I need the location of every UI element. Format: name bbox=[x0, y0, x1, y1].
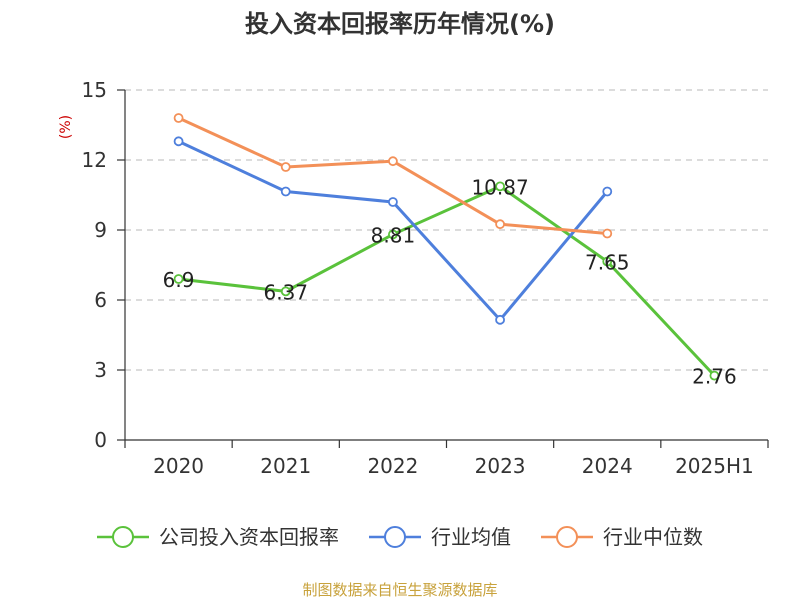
gridlines bbox=[125, 89, 768, 371]
y-tick-label-0: 0 bbox=[94, 428, 107, 452]
point-1-2022 bbox=[388, 197, 398, 207]
data-label-2022: 8.81 bbox=[371, 223, 416, 247]
point-2-2024 bbox=[602, 228, 613, 239]
point-0-2023 bbox=[495, 181, 505, 192]
point-0-2022 bbox=[388, 229, 398, 240]
data-label-2021: 6.37 bbox=[263, 280, 308, 304]
y-tick-label-3: 3 bbox=[94, 358, 107, 382]
y-tick-label-15: 15 bbox=[82, 78, 107, 102]
legend-marker-1 bbox=[384, 526, 406, 548]
x-tick-label-2021: 2021 bbox=[260, 454, 311, 478]
legend-marker-2 bbox=[556, 526, 578, 548]
data-label-2024: 7.65 bbox=[585, 251, 630, 275]
point-0-2024 bbox=[602, 256, 613, 267]
series-lines bbox=[173, 113, 720, 381]
point-0-2020 bbox=[173, 274, 184, 284]
x-tick-label-2020: 2020 bbox=[153, 454, 204, 478]
point-2-2020 bbox=[173, 113, 184, 123]
legend-label-1: 行业均值 bbox=[431, 525, 511, 549]
legend: 公司投入资本回报率 行业均值 行业中位数 bbox=[97, 525, 703, 549]
y-tick-label-12: 12 bbox=[82, 148, 107, 172]
legend-label-2: 行业中位数 bbox=[603, 525, 703, 549]
point-0-2021 bbox=[280, 286, 291, 297]
point-2-2022 bbox=[388, 156, 398, 167]
x-tick-label-2024: 2024 bbox=[582, 454, 633, 478]
y-axis-label: (%) bbox=[58, 115, 74, 139]
y-tick-label-9: 9 bbox=[94, 218, 107, 242]
source-note: 制图数据来自恒生聚源数据库 bbox=[302, 581, 497, 599]
point-1-2020 bbox=[173, 136, 184, 147]
point-1-2024 bbox=[602, 186, 613, 197]
data-labels: 6.9 6.37 8.81 10.87 7.65 2.76 bbox=[163, 175, 737, 388]
series-line-0 bbox=[178, 184, 716, 377]
point-2-2023 bbox=[495, 219, 505, 230]
point-2-2021 bbox=[280, 162, 291, 172]
data-label-2025H1: 2.76 bbox=[692, 365, 737, 389]
x-tick-label-2022: 2022 bbox=[367, 454, 418, 478]
point-1-2021 bbox=[280, 186, 291, 197]
axes: 0 3 6 9 12 15 2020 2021 2022 2023 2024 2025H1 bbox=[82, 78, 769, 478]
x-tick-label-2025H1: 2025H1 bbox=[675, 454, 754, 478]
y-tick-label-6: 6 bbox=[94, 288, 107, 312]
legend-marker-0 bbox=[112, 526, 134, 548]
data-label-2020: 6.9 bbox=[163, 268, 195, 292]
data-label-2023: 10.87 bbox=[471, 175, 528, 199]
legend-label-0: 公司投入资本回报率 bbox=[159, 525, 339, 549]
x-tick-label-2023: 2023 bbox=[475, 454, 526, 478]
chart-title: 投入资本回报率历年情况(%) bbox=[245, 10, 555, 38]
point-0-2025H1 bbox=[709, 370, 720, 381]
point-1-2023 bbox=[495, 314, 505, 325]
